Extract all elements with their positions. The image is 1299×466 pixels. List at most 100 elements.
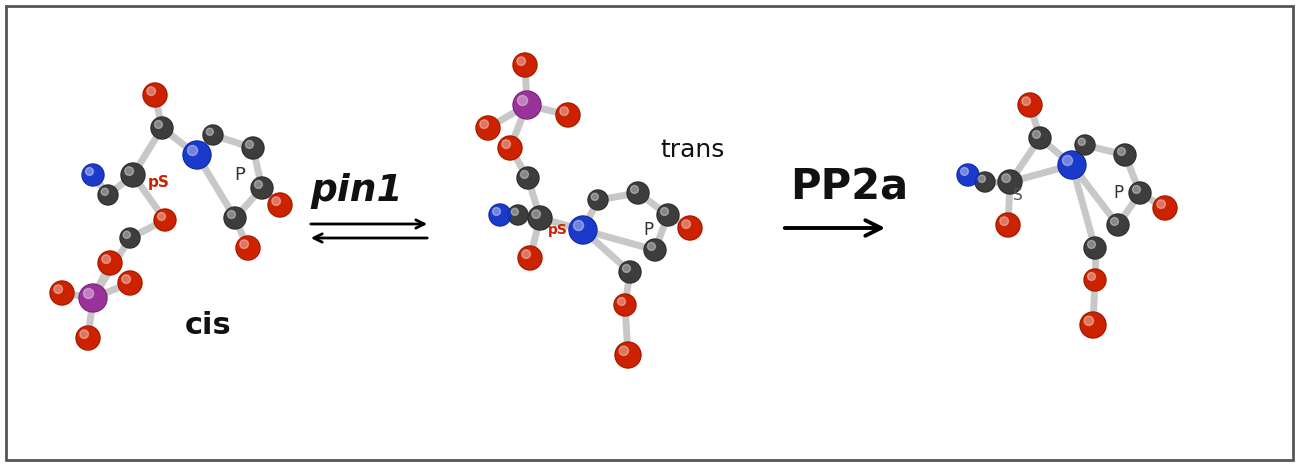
Circle shape <box>512 208 518 215</box>
Circle shape <box>660 207 669 215</box>
Circle shape <box>678 216 701 240</box>
Circle shape <box>1111 218 1118 226</box>
Circle shape <box>508 205 527 225</box>
Circle shape <box>1078 138 1086 145</box>
Circle shape <box>614 294 637 316</box>
Circle shape <box>588 190 608 210</box>
Circle shape <box>647 242 656 250</box>
Circle shape <box>617 297 625 305</box>
Circle shape <box>101 188 108 195</box>
Circle shape <box>1022 97 1030 105</box>
Circle shape <box>517 96 527 106</box>
Circle shape <box>97 185 118 205</box>
Circle shape <box>147 87 156 96</box>
Text: PP2a: PP2a <box>790 167 908 209</box>
Circle shape <box>223 207 246 229</box>
Circle shape <box>492 207 500 215</box>
Circle shape <box>82 164 104 186</box>
Circle shape <box>101 255 110 263</box>
Circle shape <box>657 204 679 226</box>
Circle shape <box>978 175 986 182</box>
Circle shape <box>479 120 488 129</box>
Circle shape <box>1083 269 1105 291</box>
Circle shape <box>573 220 583 231</box>
Circle shape <box>1087 273 1095 281</box>
Circle shape <box>517 167 539 189</box>
Circle shape <box>620 261 640 283</box>
Circle shape <box>957 164 979 186</box>
Text: pS: pS <box>548 223 568 237</box>
Circle shape <box>227 211 235 219</box>
Circle shape <box>1107 214 1129 236</box>
Circle shape <box>268 193 292 217</box>
Circle shape <box>1157 200 1165 208</box>
Circle shape <box>125 167 134 176</box>
Circle shape <box>207 128 213 136</box>
Circle shape <box>187 145 197 156</box>
Circle shape <box>1087 240 1095 248</box>
Circle shape <box>569 216 598 244</box>
Circle shape <box>488 204 511 226</box>
Circle shape <box>614 342 640 368</box>
Circle shape <box>77 326 100 350</box>
Circle shape <box>513 91 540 119</box>
Circle shape <box>1117 148 1125 156</box>
Circle shape <box>475 116 500 140</box>
Circle shape <box>976 172 995 192</box>
Circle shape <box>271 197 281 206</box>
Circle shape <box>86 167 94 175</box>
Circle shape <box>627 182 650 204</box>
Text: cis: cis <box>184 310 231 340</box>
Circle shape <box>155 209 175 231</box>
Circle shape <box>620 346 629 356</box>
Circle shape <box>1033 130 1040 138</box>
Text: P: P <box>1113 184 1124 202</box>
Text: trans: trans <box>660 138 725 162</box>
Circle shape <box>203 125 223 145</box>
Circle shape <box>151 117 173 139</box>
Circle shape <box>1085 316 1094 326</box>
Circle shape <box>1000 217 1008 226</box>
Circle shape <box>1029 127 1051 149</box>
Circle shape <box>998 170 1022 194</box>
Circle shape <box>83 288 94 299</box>
Circle shape <box>1018 93 1042 117</box>
Circle shape <box>121 163 145 187</box>
Circle shape <box>1129 182 1151 204</box>
Circle shape <box>1057 151 1086 179</box>
Circle shape <box>1154 196 1177 220</box>
Circle shape <box>996 213 1020 237</box>
Circle shape <box>79 284 107 312</box>
Circle shape <box>527 206 552 230</box>
Circle shape <box>960 167 969 175</box>
Text: pS: pS <box>148 174 170 190</box>
Circle shape <box>1002 174 1011 183</box>
Circle shape <box>242 137 264 159</box>
Circle shape <box>246 141 253 149</box>
Circle shape <box>531 210 540 219</box>
Text: P: P <box>235 166 246 184</box>
Circle shape <box>1115 144 1137 166</box>
Circle shape <box>122 275 130 283</box>
Circle shape <box>79 330 88 338</box>
Text: pin1: pin1 <box>310 173 403 209</box>
Circle shape <box>240 240 248 248</box>
Circle shape <box>1083 237 1105 259</box>
Text: S: S <box>1013 187 1022 203</box>
Circle shape <box>513 53 536 77</box>
Circle shape <box>255 180 262 188</box>
Circle shape <box>630 185 638 193</box>
Circle shape <box>1063 156 1073 165</box>
Circle shape <box>1079 312 1105 338</box>
Circle shape <box>591 193 599 200</box>
Circle shape <box>53 285 62 294</box>
Circle shape <box>501 140 511 149</box>
Circle shape <box>644 239 666 261</box>
Circle shape <box>251 177 273 199</box>
Circle shape <box>522 250 530 259</box>
Circle shape <box>560 107 569 116</box>
Circle shape <box>49 281 74 305</box>
Circle shape <box>97 251 122 275</box>
Circle shape <box>120 228 140 248</box>
Circle shape <box>183 141 210 169</box>
